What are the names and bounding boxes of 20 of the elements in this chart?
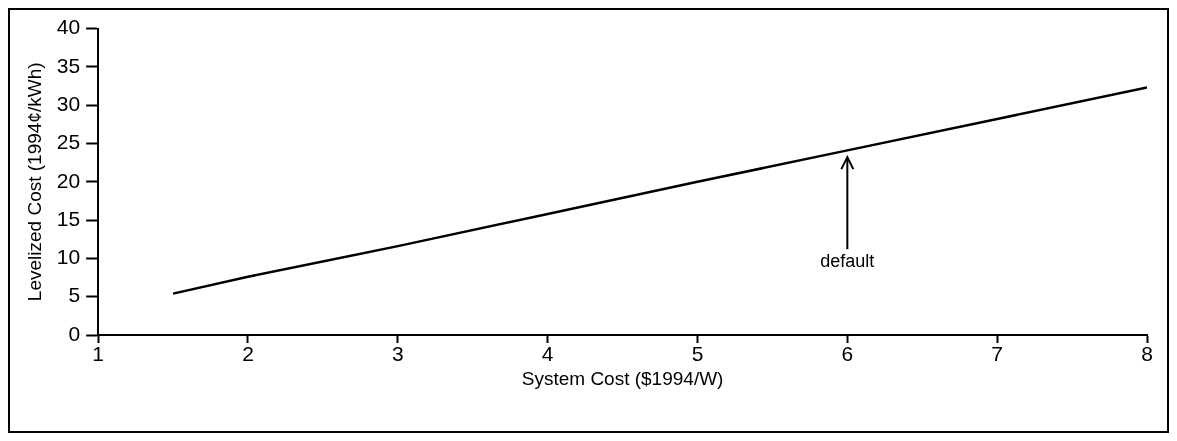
x-tick-label: 1 <box>92 342 104 366</box>
y-tick-label: 20 <box>56 168 81 192</box>
y-tick-label: 25 <box>56 130 81 154</box>
y-tick-label: 30 <box>56 92 81 115</box>
x-tick-label: 4 <box>541 342 554 366</box>
y-axis-title: Levelized Cost (1994¢/kWh) <box>23 62 45 302</box>
x-tick-label: 2 <box>242 342 254 366</box>
y-tick-label: 15 <box>56 206 81 230</box>
x-tick-label: 8 <box>1141 342 1153 366</box>
annotation: default <box>820 251 875 272</box>
y-tick-label: 5 <box>68 283 81 307</box>
y-tick-label: 35 <box>56 53 81 77</box>
x-tick-label: 7 <box>991 342 1004 366</box>
x-tick-label: 6 <box>841 342 854 366</box>
y-tick-label: 10 <box>56 245 81 269</box>
y-tick-label: 0 <box>68 321 81 345</box>
x-axis-title: System Cost ($1994/W) <box>521 367 724 389</box>
y-tick-label: 40 <box>56 15 81 39</box>
x-tick-label: 3 <box>391 342 404 366</box>
x-tick-label: 5 <box>691 342 704 366</box>
